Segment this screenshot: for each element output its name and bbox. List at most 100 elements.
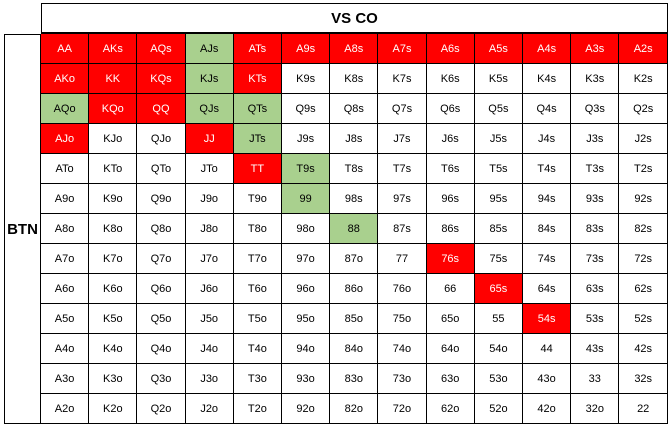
hand-cell: 93o: [282, 364, 331, 394]
hand-cell: 22: [619, 394, 668, 424]
hand-cell: Q9o: [137, 184, 186, 214]
hand-cell: Q3o: [137, 364, 186, 394]
hand-cell: 66: [426, 274, 475, 304]
hand-cell: J7o: [185, 244, 234, 274]
hand-cell: J6s: [426, 124, 475, 154]
hand-cell: 92o: [282, 394, 331, 424]
hand-cell: K3o: [89, 364, 138, 394]
hand-cell: 93s: [571, 184, 620, 214]
hand-cell: 53o: [474, 364, 523, 394]
hand-cell: 72o: [378, 394, 427, 424]
hand-cell: TT: [233, 154, 282, 184]
hand-cell: Q3s: [571, 94, 620, 124]
hand-cell: 62o: [426, 394, 475, 424]
hand-cell: K7s: [378, 64, 427, 94]
hand-cell: T4o: [233, 334, 282, 364]
hand-cell: T8s: [330, 154, 379, 184]
hand-cell: J5s: [474, 124, 523, 154]
hand-cell: 73s: [571, 244, 620, 274]
hand-cell: 77: [378, 244, 427, 274]
hand-cell: Q7o: [137, 244, 186, 274]
hand-cell: 85s: [474, 214, 523, 244]
hand-cell: K3s: [571, 64, 620, 94]
hand-cell: J9o: [185, 184, 234, 214]
hand-cell: 82s: [619, 214, 668, 244]
hand-cell: JTo: [185, 154, 234, 184]
hand-cell: 73o: [378, 364, 427, 394]
hand-cell: Q4s: [523, 94, 572, 124]
hand-cell: 85o: [330, 304, 379, 334]
hand-cell: A8o: [41, 214, 90, 244]
hand-cell: K9s: [282, 64, 331, 94]
hand-cell: 43o: [523, 364, 572, 394]
hand-cell: A3o: [41, 364, 90, 394]
hand-cell: KJs: [185, 64, 234, 94]
hand-cell: 65s: [474, 274, 523, 304]
hand-cell: AQs: [137, 34, 186, 64]
hand-cell: A6s: [426, 34, 475, 64]
hand-cell: KK: [89, 64, 138, 94]
hand-cell: AJs: [185, 34, 234, 64]
hand-cell: 87o: [330, 244, 379, 274]
hand-cell: J3s: [571, 124, 620, 154]
hand-cell: 76o: [378, 274, 427, 304]
hand-cell: QJo: [137, 124, 186, 154]
hand-cell: Q5s: [474, 94, 523, 124]
hand-cell: T5s: [474, 154, 523, 184]
hand-cell: 52s: [619, 304, 668, 334]
hand-cell: K7o: [89, 244, 138, 274]
hand-cell: 94s: [523, 184, 572, 214]
hand-cell: 32s: [619, 364, 668, 394]
hand-cell: J8o: [185, 214, 234, 244]
hand-cell: KQo: [89, 94, 138, 124]
hand-cell: AQo: [41, 94, 90, 124]
hand-cell: KTs: [233, 64, 282, 94]
hand-cell: 95s: [474, 184, 523, 214]
hand-cell: J4o: [185, 334, 234, 364]
hand-cell: J9s: [282, 124, 331, 154]
hand-cell: 63o: [426, 364, 475, 394]
hand-cell: K8o: [89, 214, 138, 244]
hand-cell: T6o: [233, 274, 282, 304]
hand-cell: T9s: [282, 154, 331, 184]
hand-cell: 74s: [523, 244, 572, 274]
hand-cell: T4s: [523, 154, 572, 184]
hand-cell: J3o: [185, 364, 234, 394]
hand-cell: 96o: [282, 274, 331, 304]
hand-cell: K4s: [523, 64, 572, 94]
hand-cell: A7s: [378, 34, 427, 64]
hand-cell: T3o: [233, 364, 282, 394]
hand-cell: T5o: [233, 304, 282, 334]
hand-cell: 82o: [330, 394, 379, 424]
hand-cell: K6o: [89, 274, 138, 304]
hand-cell: QQ: [137, 94, 186, 124]
hand-cell: Q6s: [426, 94, 475, 124]
hand-cell: 94o: [282, 334, 331, 364]
hand-cell: 55: [474, 304, 523, 334]
hand-cell: A9s: [282, 34, 331, 64]
hand-cell: J6o: [185, 274, 234, 304]
hand-cell: ATs: [233, 34, 282, 64]
hand-cell: Q4o: [137, 334, 186, 364]
hand-cell: ATo: [41, 154, 90, 184]
hand-cell: T2s: [619, 154, 668, 184]
hand-cell: 42o: [523, 394, 572, 424]
hand-cell: 86s: [426, 214, 475, 244]
hand-cell: 88: [330, 214, 379, 244]
hand-cell: 33: [571, 364, 620, 394]
hand-cell: 62s: [619, 274, 668, 304]
hand-cell: K8s: [330, 64, 379, 94]
hand-cell: QTo: [137, 154, 186, 184]
hand-cell: K4o: [89, 334, 138, 364]
hand-cell: A8s: [330, 34, 379, 64]
hand-cell: T3s: [571, 154, 620, 184]
hand-cell: A7o: [41, 244, 90, 274]
hand-cell: 84s: [523, 214, 572, 244]
hand-cell: Q9s: [282, 94, 331, 124]
hand-cell: A4o: [41, 334, 90, 364]
hand-cell: KQs: [137, 64, 186, 94]
hand-cell: J8s: [330, 124, 379, 154]
hand-cell: A5s: [474, 34, 523, 64]
hand-cell: K5o: [89, 304, 138, 334]
hand-cell: J7s: [378, 124, 427, 154]
